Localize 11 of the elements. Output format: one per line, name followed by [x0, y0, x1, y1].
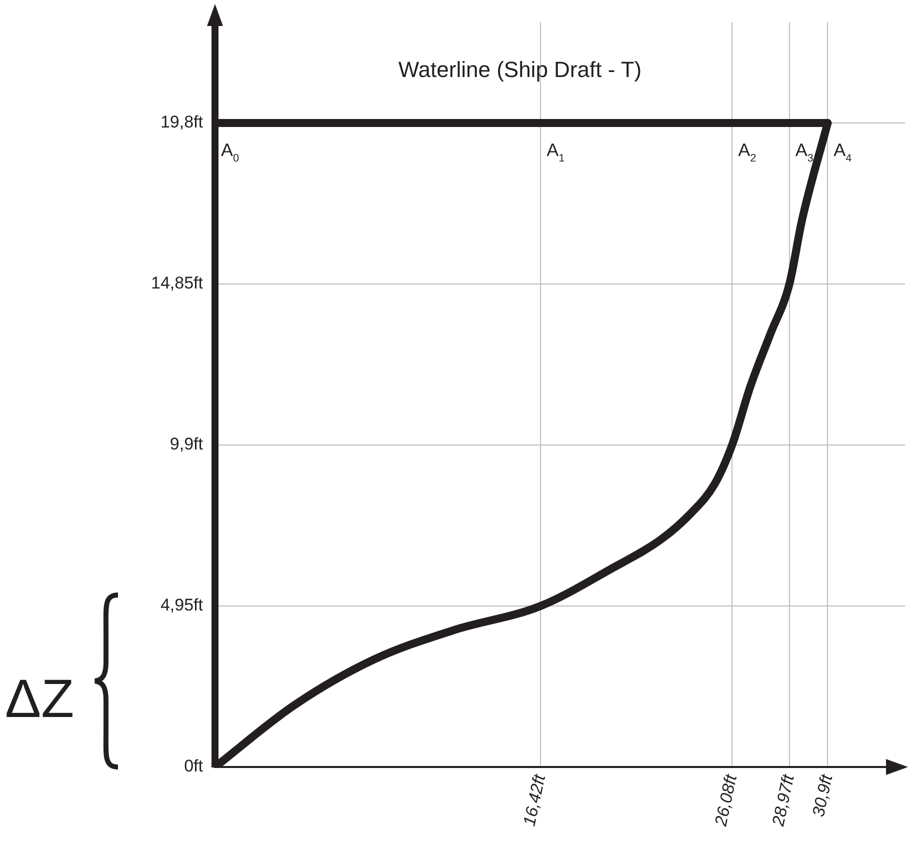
- y-tick-label: 19,8ft: [160, 112, 204, 132]
- y-tick-label: 9,9ft: [170, 434, 204, 454]
- x-tick-label: 26,08ft: [711, 772, 741, 829]
- x-tick-label: 28,97ft: [768, 772, 798, 829]
- x-tick-label: 16,42ft: [520, 772, 550, 828]
- annotation: Waterline (Ship Draft - T): [398, 57, 642, 82]
- y-tick-label: 4,95ft: [160, 596, 204, 615]
- text: ΔZ: [5, 669, 74, 729]
- y-tick-label: 0ft: [184, 756, 204, 776]
- x-tick-label: 30,9ft: [808, 772, 836, 819]
- y-tick-label: 14,85ft: [151, 274, 204, 293]
